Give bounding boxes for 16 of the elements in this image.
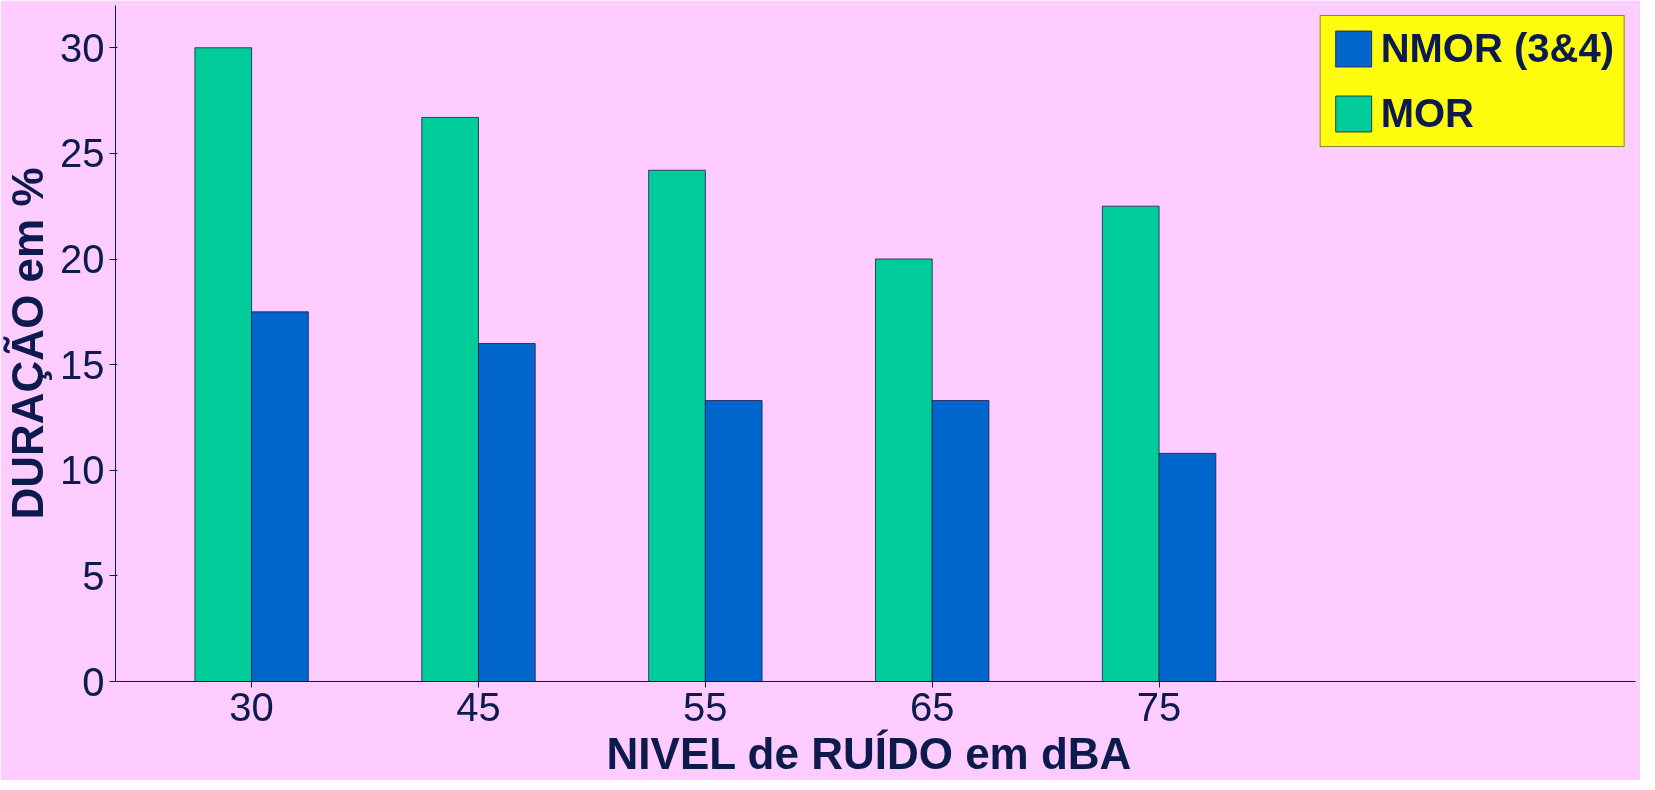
y-tick-label: 5 [82, 553, 105, 598]
y-axis-title: DURAÇÃO em % [3, 167, 53, 520]
y-tick-label: 15 [60, 342, 105, 387]
legend-label: NMOR (3&4) [1380, 26, 1614, 71]
y-tick-label: 10 [60, 448, 105, 493]
y-tick-label: 0 [82, 659, 105, 704]
y-tick-label: 30 [60, 25, 105, 70]
legend-label: MOR [1380, 91, 1474, 136]
y-tick-label: 20 [60, 237, 105, 281]
x-tick-label: 65 [909, 684, 955, 729]
y-tick-label: 25 [60, 131, 105, 176]
x-axis-title: NIVEL de RUÍDO em dBA [606, 728, 1132, 778]
x-tick-label: 30 [229, 684, 274, 729]
x-tick-label: 55 [683, 684, 728, 729]
x-tick-label: 45 [456, 684, 501, 729]
x-tick-label: 75 [1136, 684, 1182, 729]
